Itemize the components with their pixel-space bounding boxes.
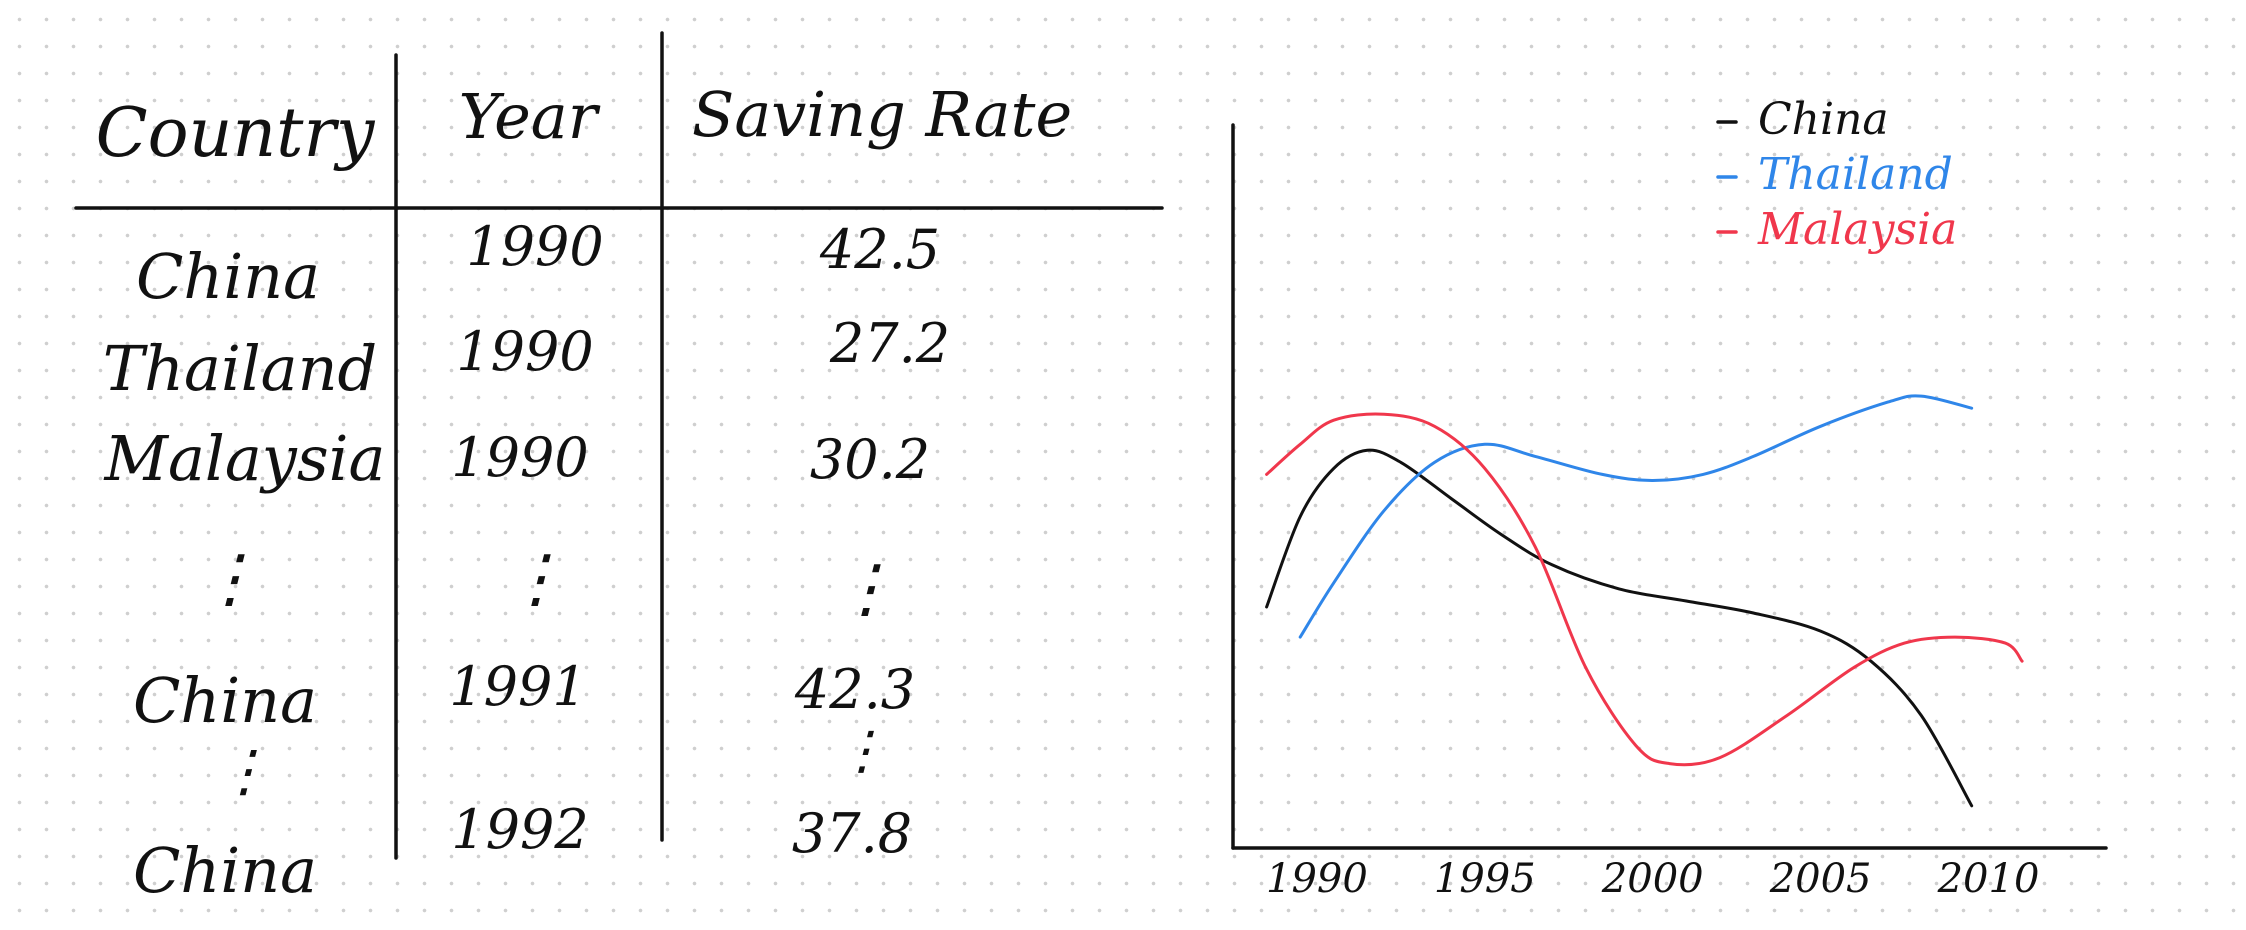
data-table: Country Year Saving Rate China 1990 42.5… bbox=[74, 31, 1164, 907]
series-line-china bbox=[1265, 448, 1974, 808]
table-ellipsis: ⋮ bbox=[836, 721, 888, 781]
x-tick-label: 1990 bbox=[1266, 856, 1368, 902]
table-cell: 42.5 bbox=[819, 218, 940, 281]
table-cell: 30.2 bbox=[810, 428, 930, 491]
series-group bbox=[1265, 394, 2024, 808]
table-cell: 1991 bbox=[449, 655, 586, 718]
table-cell: 1990 bbox=[456, 320, 593, 383]
table-cell: Malaysia bbox=[104, 422, 386, 495]
series-line-thailand bbox=[1298, 394, 1974, 639]
legend-label: China bbox=[1758, 94, 1889, 145]
table-cell: China bbox=[136, 240, 320, 313]
table-cell: 1992 bbox=[451, 798, 588, 861]
legend-item-malaysia: Malaysia bbox=[1716, 204, 1957, 255]
header-country: Country bbox=[96, 94, 376, 173]
x-tick-label: 1995 bbox=[1434, 856, 1536, 902]
table-cell: 27.2 bbox=[829, 312, 950, 375]
legend-item-thailand: Thailand bbox=[1716, 149, 1953, 200]
x-tick-labels: 1990 1995 2000 2005 2010 bbox=[1266, 856, 2039, 902]
table-cell: 37.8 bbox=[792, 802, 912, 865]
x-tick-label: 2010 bbox=[1937, 856, 2040, 902]
legend-label: Thailand bbox=[1758, 149, 1953, 200]
legend-item-china: China bbox=[1716, 94, 1889, 145]
header-saving-rate: Saving Rate bbox=[692, 78, 1072, 151]
table-cell: 1990 bbox=[466, 215, 603, 278]
table-ellipsis: ⋮ bbox=[198, 542, 262, 616]
table-cell: 1990 bbox=[451, 426, 588, 489]
table-ellipsis: ⋮ bbox=[504, 542, 568, 616]
table-cell: China bbox=[133, 664, 317, 737]
legend-label: Malaysia bbox=[1757, 204, 1957, 255]
table-ellipsis: ⋮ bbox=[834, 552, 898, 626]
table-cell: China bbox=[133, 834, 317, 907]
header-year: Year bbox=[459, 80, 601, 153]
line-chart: 1990 1995 2000 2005 2010 ChinaThailandMalays… bbox=[1231, 94, 2108, 902]
series-line-malaysia bbox=[1265, 412, 2024, 767]
x-tick-label: 2005 bbox=[1769, 856, 1872, 902]
x-tick-label: 2000 bbox=[1601, 856, 1704, 902]
table-cell: Thailand bbox=[103, 332, 378, 405]
table-cell: 42.3 bbox=[794, 658, 915, 721]
table-ellipsis: ⋮ bbox=[216, 739, 272, 804]
